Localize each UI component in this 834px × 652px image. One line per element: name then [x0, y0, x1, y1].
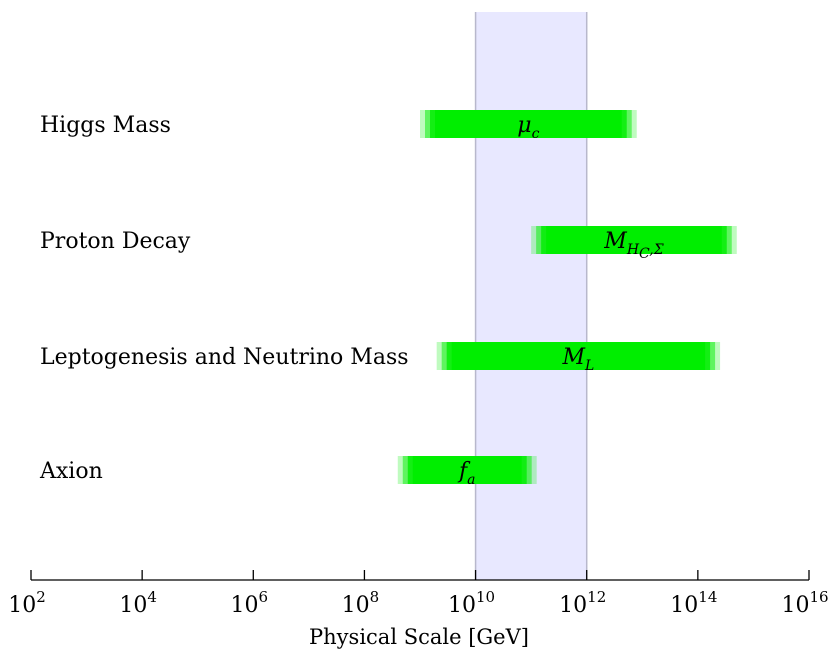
category-label-4: Axion	[39, 459, 103, 484]
bar-3-core	[451, 342, 706, 370]
x-tick-label-3: 106	[231, 588, 269, 618]
x-tick-label-6: 1012	[559, 588, 606, 618]
x-tick-label-5: 1010	[448, 588, 495, 618]
x-tick-label-7: 1014	[670, 588, 717, 618]
category-label-2: Proton Decay	[40, 229, 191, 254]
x-axis-ticks: 102 104 106 108 1010 1012 1014 1016	[8, 570, 829, 618]
bar-2: MHC,Σ	[531, 226, 737, 262]
bars-group: μc MHC,Σ ML fa	[397, 110, 737, 488]
bar-4: fa	[397, 456, 537, 488]
category-label-1: Higgs Mass	[40, 113, 171, 138]
bar-1: μc	[420, 110, 637, 142]
category-label-3: Leptogenesis and Neutrino Mass	[40, 345, 409, 370]
bar-1-label: μc	[517, 113, 539, 142]
bar-2-label: MHC,Σ	[603, 229, 663, 262]
bar-3: ML	[436, 342, 721, 374]
bar-2-core	[546, 226, 722, 254]
highlight-band	[475, 12, 587, 580]
x-tick-label-4: 108	[342, 588, 380, 618]
x-tick-label-8: 1016	[781, 588, 828, 618]
bar-1-core	[435, 110, 622, 138]
x-tick-label-2: 104	[119, 588, 157, 618]
bar-4-core	[412, 456, 522, 484]
category-labels: Higgs Mass Proton Decay Leptogenesis and N…	[39, 113, 409, 484]
bar-3-label: ML	[561, 345, 594, 374]
x-axis-label: Physical Scale [GeV]	[309, 625, 529, 649]
x-tick-label-1: 102	[8, 588, 46, 618]
